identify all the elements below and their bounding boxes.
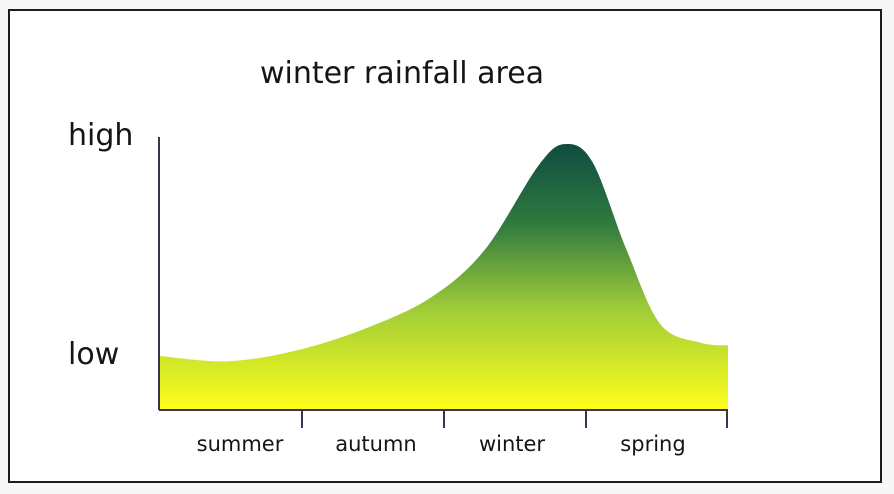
x-tick-label-spring: spring [620, 432, 685, 456]
rainfall-area [160, 143, 728, 411]
x-tick-label-summer: summer [197, 432, 284, 456]
chart-frame: winter rainfall area high low summer aut… [8, 9, 882, 483]
y-tick-label-high: high [68, 118, 133, 153]
x-tick-label-autumn: autumn [335, 432, 417, 456]
chart-title: winter rainfall area [260, 56, 544, 91]
y-tick-label-low: low [68, 337, 119, 372]
x-ticks [301, 410, 728, 428]
x-tick-label-winter: winter [479, 432, 545, 456]
rainfall-chart: winter rainfall area high low summer aut… [68, 56, 728, 456]
